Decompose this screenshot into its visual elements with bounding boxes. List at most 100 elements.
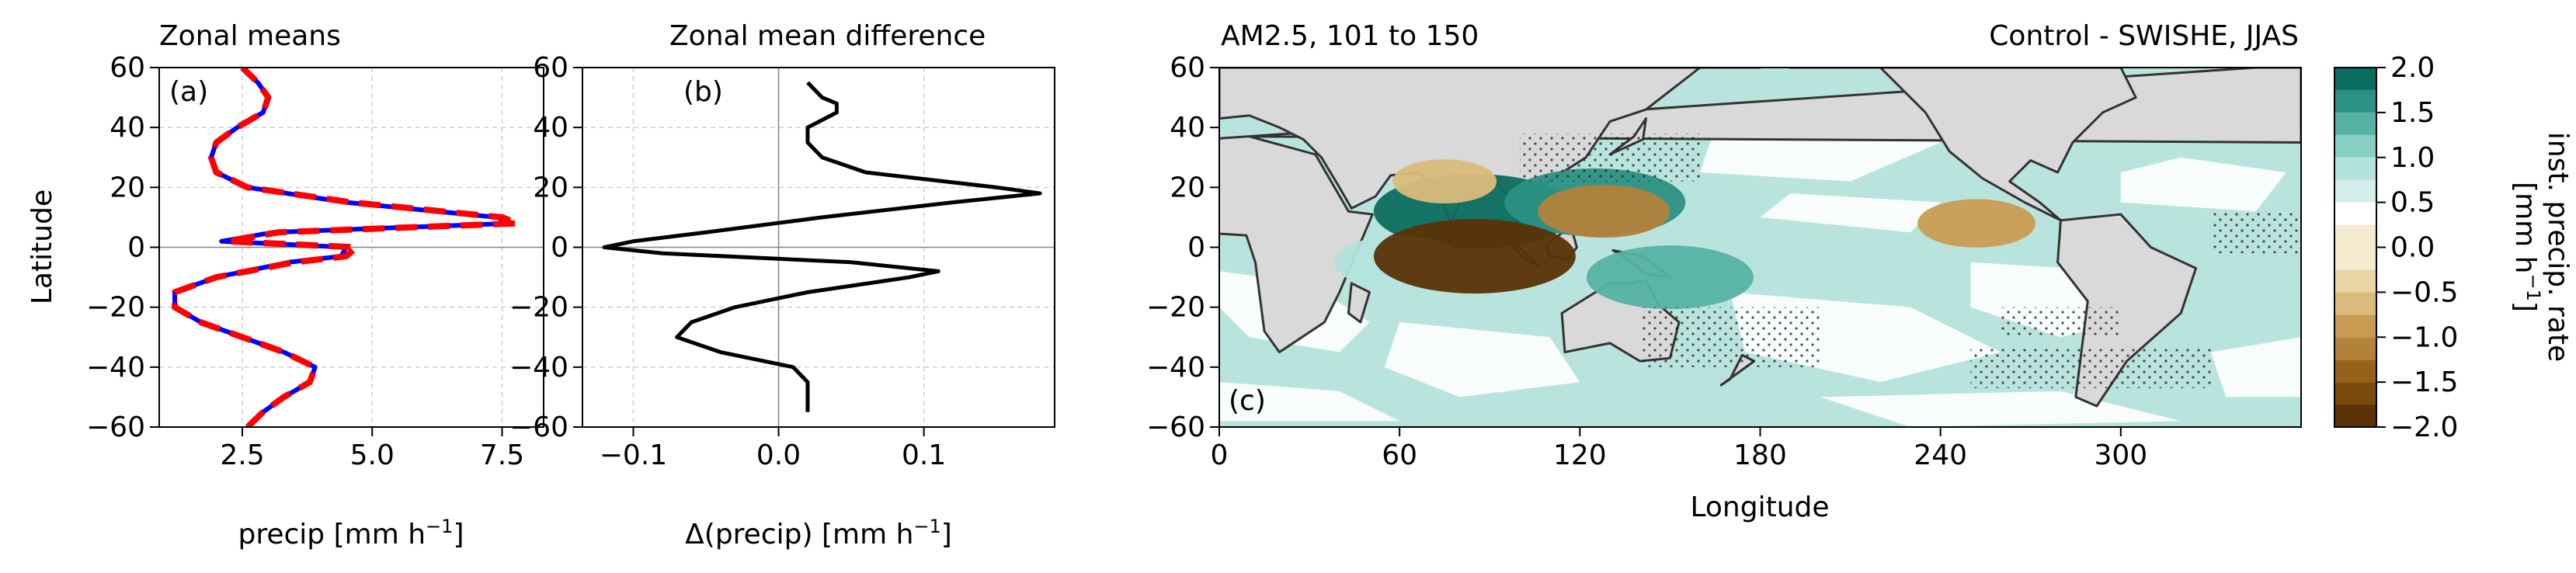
significance-stipple-5	[2210, 211, 2301, 254]
colorbar-swatch-8	[2334, 202, 2376, 225]
xtick-label: 7.5	[480, 439, 524, 471]
xtick-label: 300	[2094, 439, 2147, 471]
zero-change-patch	[1219, 382, 1400, 422]
colorbar-swatch-4	[2334, 314, 2376, 338]
panel-b: −0.1 0.0 0.1 −60 −40 −20 0 20 40 60 Zonal mean d…	[509, 20, 1055, 550]
ytick-label: 60	[533, 52, 568, 84]
colorbar-swatches	[2334, 68, 2376, 427]
anomaly-region-5	[1538, 185, 1670, 238]
anomaly-region-7	[1392, 159, 1497, 204]
panel-c-xlabel: Longitude	[1690, 491, 1829, 523]
panel-b-xlabel: Δ(precip) [mm h−1]	[685, 516, 952, 550]
ytick-label: 40	[1170, 112, 1205, 144]
panel-c-yticks: −60 −40 −20 0 20 40 60	[1146, 52, 1219, 443]
zero-change-patch	[2210, 337, 2301, 398]
colorbar-tick-label: −0.5	[2390, 276, 2458, 308]
colorbar-ticks: −2.0 −1.5 −1.0 −0.5 0.0 0.5 1.0 1.5 2.0	[2376, 52, 2458, 443]
ytick-label: 0	[127, 232, 145, 264]
colorbar-swatch-6	[2334, 269, 2376, 293]
series-line-0	[602, 81, 1042, 412]
panel-b-axis-lines	[582, 68, 1055, 427]
ytick-label: 60	[110, 52, 145, 84]
significance-stipple-3	[1519, 133, 1701, 182]
colorbar-tick-label: 2.0	[2390, 52, 2435, 84]
colorbar-swatch-0	[2334, 405, 2376, 427]
ytick-label: 20	[110, 172, 145, 203]
colorbar-tick-label: 1.0	[2390, 142, 2435, 174]
xtick-label: 0.1	[902, 439, 946, 471]
ytick-label: 0	[1187, 232, 1205, 264]
colorbar-swatch-11	[2334, 134, 2376, 158]
anomaly-region-6	[1917, 199, 2036, 248]
panel-c: 0 60 120 180 240 300 −60 −40 −20 0 20 40 60 AM2.5, …	[1146, 20, 2302, 523]
ytick-label: 40	[533, 112, 568, 144]
colorbar-swatch-1	[2334, 382, 2376, 405]
colorbar-swatch-10	[2334, 157, 2376, 180]
xtick-label: 180	[1733, 439, 1787, 471]
panel-a-xlabel: precip [mm h−1]	[238, 516, 464, 550]
ytick-label: 60	[1170, 52, 1205, 84]
panel-b-label: (b)	[683, 76, 723, 108]
xtick-label: 0	[1211, 439, 1229, 471]
colorbar-swatch-2	[2334, 359, 2376, 383]
panel-b-xticks: −0.1 0.0 0.1	[600, 427, 946, 471]
panel-c-xticks: 0 60 120 180 240 300	[1211, 427, 2147, 471]
panel-a-yticks: −60 −40 −20 0 20 40 60	[86, 52, 159, 443]
colorbar-tick-label: −2.0	[2390, 412, 2458, 443]
panel-a-title: Zonal means	[159, 20, 341, 52]
panel-b-title: Zonal mean difference	[669, 20, 986, 52]
panel-a-xticks: 2.5 5.0 7.5	[220, 427, 524, 471]
colorbar-swatch-9	[2334, 179, 2376, 203]
significance-stipple-4	[2001, 307, 2121, 338]
xtick-label: 60	[1382, 439, 1417, 471]
ytick-label: 20	[533, 172, 568, 203]
panel-b-yticks: −60 −40 −20 0 20 40 60	[509, 52, 582, 443]
ytick-label: −20	[1146, 292, 1205, 324]
series-line-0	[172, 68, 521, 427]
significance-stipple-1	[1639, 307, 1820, 367]
ytick-label: 40	[110, 112, 145, 144]
panel-a-series	[172, 68, 521, 427]
ytick-label: −40	[509, 352, 568, 384]
zero-change-patch	[1760, 193, 1941, 233]
colorbar-swatch-13	[2334, 89, 2376, 113]
ytick-label: −60	[1146, 412, 1205, 443]
colorbar: −2.0 −1.5 −1.0 −0.5 0.0 0.5 1.0 1.5 2.0 inst. pr…	[2334, 52, 2574, 443]
xtick-label: 0.0	[756, 439, 801, 471]
panel-a-label: (a)	[169, 76, 208, 108]
land-madagascar	[1347, 282, 1371, 324]
colorbar-tick-label: −1.5	[2390, 366, 2458, 398]
panel-c-label: (c)	[1229, 385, 1266, 417]
panel-a-ylabel: Latitude	[26, 189, 58, 304]
ytick-label: −40	[86, 352, 145, 384]
xtick-label: 5.0	[350, 439, 395, 471]
zero-change-patch	[2120, 157, 2286, 212]
colorbar-label: inst. precip. rate	[2542, 132, 2574, 362]
xtick-label: 2.5	[220, 439, 264, 471]
panel-c-title-right: Control - SWISHE, JJAS	[1989, 20, 2299, 52]
ytick-label: −20	[509, 292, 568, 324]
colorbar-tick-label: −1.0	[2390, 321, 2458, 353]
colorbar-swatch-3	[2334, 337, 2376, 360]
colorbar-units: [mm h−1]	[2509, 182, 2544, 312]
ytick-label: −20	[86, 292, 145, 324]
panel-a: 2.5 5.0 7.5 −60 −40 −20 0 20 40 60 Zonal means (…	[26, 20, 544, 550]
panel-b-series	[602, 81, 1042, 412]
colorbar-tick-label: 1.5	[2390, 97, 2435, 129]
colorbar-swatch-14	[2334, 68, 2376, 90]
map-stippling	[1519, 133, 2301, 388]
colorbar-tick-label: 0.5	[2390, 187, 2435, 219]
colorbar-swatch-12	[2334, 112, 2376, 135]
ytick-label: −60	[509, 412, 568, 443]
zero-change-patch	[1384, 321, 1580, 398]
land-north-america	[1789, 68, 2137, 222]
panel-c-title-left: AM2.5, 101 to 150	[1221, 20, 1479, 52]
ytick-label: 20	[1170, 172, 1205, 203]
colorbar-swatch-7	[2334, 224, 2376, 270]
significance-stipple-2	[1970, 346, 2211, 388]
xtick-label: 120	[1553, 439, 1607, 471]
colorbar-tick-label: 0.0	[2390, 232, 2435, 264]
anomaly-region-2	[1586, 245, 1754, 310]
xtick-label: 240	[1914, 439, 1967, 471]
